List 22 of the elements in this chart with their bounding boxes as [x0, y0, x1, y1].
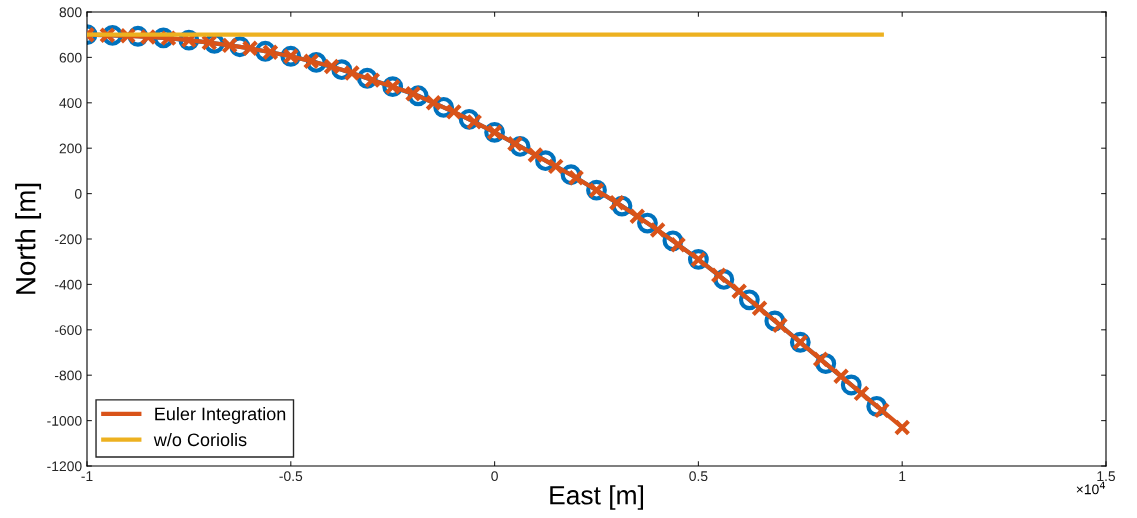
x-tick-label: 1 — [899, 471, 906, 481]
y-tick-label: -800 — [54, 370, 82, 381]
x-tick-label: 0 — [491, 471, 498, 482]
text: ×10$^{4}$ — [1076, 481, 1106, 495]
y-axis-title: North [m] — [15, 183, 42, 294]
y-tick-label: 0 — [74, 188, 82, 199]
y-tick-label: 400 — [59, 98, 82, 108]
y-tick-label: 600 — [59, 52, 82, 63]
y-tick-label: -400 — [54, 279, 82, 290]
y-tick-label: 800 — [59, 7, 82, 18]
y-tick-label: -600 — [54, 325, 82, 335]
x-tick-label: -1 — [81, 471, 93, 481]
y-tick-label: -200 — [54, 234, 82, 245]
y-tick-label: -1000 — [47, 415, 82, 426]
y-tick-label: 200 — [59, 143, 82, 154]
x-tick-label: 0.5 — [689, 471, 708, 482]
x-tick-label: 1.5 — [1097, 471, 1116, 482]
x-axis-title: East [m] — [550, 485, 644, 510]
x-tick-label: -0.5 — [279, 471, 303, 482]
y-tick-label: -1200 — [47, 461, 82, 472]
legend-label: w/o Coriolis — [153, 432, 247, 447]
legend-label: Euler Integration — [155, 407, 286, 424]
